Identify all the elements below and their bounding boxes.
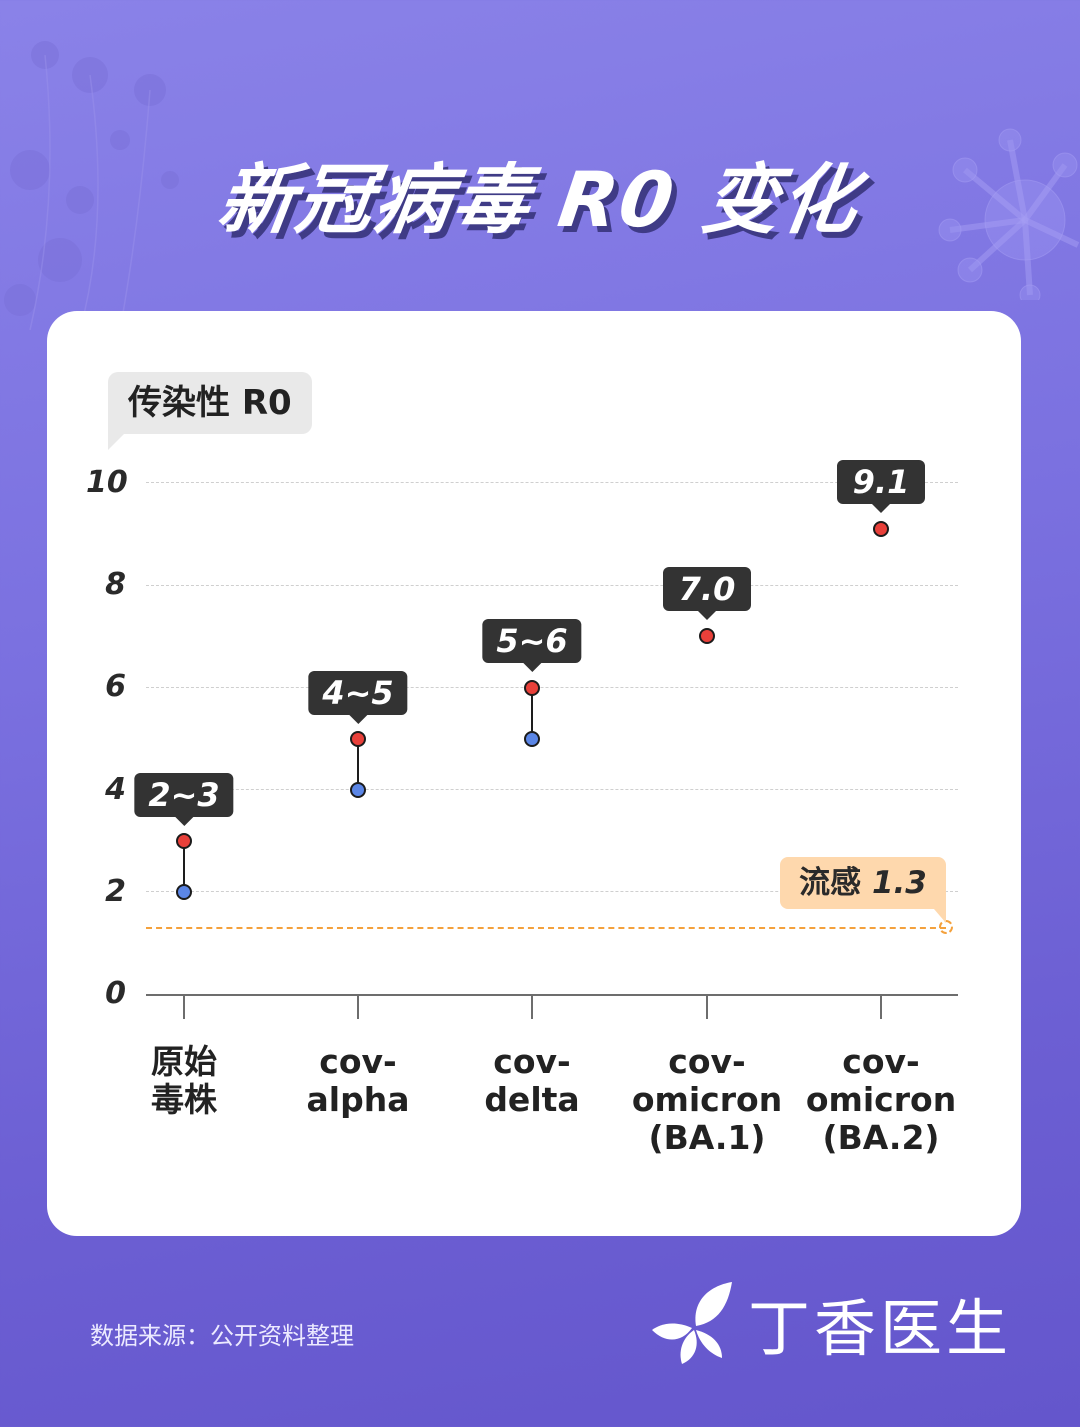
max-dot [524, 680, 540, 696]
flu-label-text: 流感 [799, 865, 862, 901]
value-bubble: 5~6 [482, 619, 582, 672]
clove-flower-icon [652, 1282, 732, 1364]
y-tick-0: 0 [105, 976, 126, 1011]
x-tick-mark [357, 995, 359, 1019]
gridline-10 [146, 482, 958, 483]
range-stem [531, 688, 533, 739]
min-dot [350, 782, 366, 798]
x-label-omicron-ba2: cov- omicron (BA.2) [796, 1043, 966, 1157]
x-label-line: omicron [631, 1080, 783, 1119]
x-label-line: 毒株 [151, 1080, 217, 1119]
min-dot [524, 731, 540, 747]
x-label-original: 原始 毒株 [99, 1043, 269, 1119]
gridline-6 [146, 687, 958, 688]
y-tick-10: 10 [86, 465, 128, 500]
brand-name: 丁香医生 [748, 1292, 1013, 1365]
min-dot [176, 884, 192, 900]
brand-logo: 丁香医生 [652, 1282, 1012, 1365]
y-tick-2: 2 [105, 874, 126, 909]
y-axis-label: 传染性 R0 [108, 372, 312, 450]
x-label-line: (BA.1) [648, 1118, 766, 1157]
range-stem [357, 739, 359, 790]
x-tick-mark [531, 995, 533, 1019]
x-label-omicron-ba1: cov- omicron (BA.1) [622, 1043, 792, 1157]
x-tick-mark [880, 995, 882, 1019]
x-label-delta: cov- delta [447, 1043, 617, 1119]
x-label-line: cov- [493, 1042, 571, 1081]
gridline-4 [146, 789, 958, 790]
y-tick-8: 8 [105, 567, 126, 602]
page-title: 新冠病毒 R0 变化 [212, 155, 866, 244]
y-tick-4: 4 [105, 772, 126, 807]
x-axis-line [146, 994, 958, 996]
gridline-2 [146, 891, 958, 892]
flu-reference-marker [939, 920, 953, 934]
x-label-line: cov- [668, 1042, 746, 1081]
max-dot [873, 521, 889, 537]
value-bubble: 2~3 [134, 773, 234, 826]
y-tick-6: 6 [105, 669, 126, 704]
value-bubble: 4~5 [308, 671, 408, 724]
max-dot [176, 833, 192, 849]
max-dot [699, 628, 715, 644]
x-tick-mark [183, 995, 185, 1019]
x-label-line: delta [484, 1080, 580, 1119]
max-dot [350, 731, 366, 747]
range-stem [183, 841, 185, 892]
value-bubble: 9.1 [837, 460, 925, 513]
x-label-line: cov- [319, 1042, 397, 1081]
x-label-line: alpha [306, 1080, 410, 1119]
x-label-alpha: cov- alpha [273, 1043, 443, 1119]
flu-reference-label: 流感 1.3 [780, 857, 946, 923]
x-tick-mark [706, 995, 708, 1019]
gridline-8 [146, 585, 958, 586]
flu-label-value: 1.3 [871, 865, 927, 901]
x-label-line: omicron [805, 1080, 957, 1119]
x-label-line: cov- [842, 1042, 920, 1081]
flu-reference-line [146, 927, 946, 929]
x-label-line: 原始 [151, 1042, 217, 1081]
value-bubble: 7.0 [663, 567, 751, 620]
data-source-note: 数据来源：公开资料整理 [90, 1322, 354, 1350]
x-label-line: (BA.2) [822, 1118, 940, 1157]
